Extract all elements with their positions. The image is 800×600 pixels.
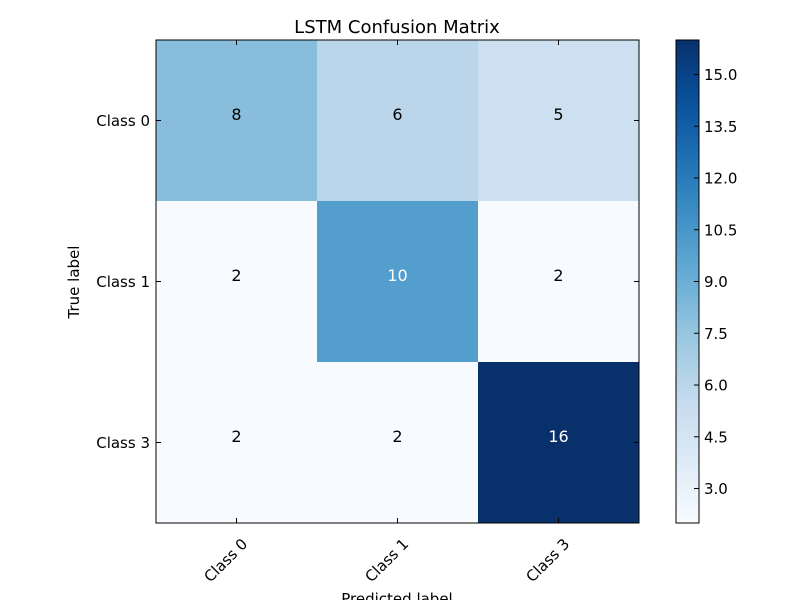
- heatmap-cell: [317, 362, 479, 524]
- heatmap-cell: [478, 40, 640, 202]
- colorbar-ticks: 3.0 4.5 6.0 7.5 9.0 10.5 12.0 13.5 15.0: [694, 66, 737, 498]
- heatmap-cell: [478, 201, 640, 363]
- heatmap-cell: [317, 201, 479, 363]
- heatmap-cell: [156, 201, 318, 363]
- cell-value-label: 16: [548, 427, 568, 446]
- cell-value-label: 2: [392, 427, 402, 446]
- colorbar-tick-label: 15.0: [704, 66, 737, 84]
- y-tick-label: Class 1: [96, 273, 150, 291]
- cell-value-label: 6: [392, 105, 402, 124]
- cell-value-label: 5: [553, 105, 563, 124]
- heatmap-cell: [156, 40, 318, 202]
- colorbar-tick-label: 6.0: [704, 377, 728, 395]
- y-axis-label: True label: [65, 246, 83, 320]
- colorbar-tick-label: 9.0: [704, 273, 728, 291]
- cell-value-label: 2: [553, 266, 563, 285]
- x-axis-label: Predicted label: [341, 590, 452, 600]
- cell-value-label: 8: [231, 105, 241, 124]
- cell-value-label: 2: [231, 427, 241, 446]
- cell-value-label: 10: [387, 266, 407, 285]
- y-tick-label: Class 0: [96, 112, 150, 130]
- colorbar-tick-label: 3.0: [704, 480, 728, 498]
- x-tick-labels: Class 0 Class 1 Class 3: [200, 535, 573, 586]
- y-tick-label: Class 3: [96, 434, 150, 452]
- colorbar-tick-label: 4.5: [704, 428, 728, 446]
- colorbar-tick-label: 12.0: [704, 170, 737, 188]
- x-tick-label: Class 0: [200, 535, 251, 586]
- x-tick-label: Class 1: [361, 535, 412, 586]
- heatmap-cell: [156, 362, 318, 524]
- heatmap-cells: [156, 40, 640, 524]
- cell-value-label: 2: [231, 266, 241, 285]
- x-tick-label: Class 3: [522, 535, 573, 586]
- colorbar-tick-label: 10.5: [704, 221, 737, 239]
- axis-ticks: [156, 40, 639, 523]
- heatmap-cell: [478, 362, 640, 524]
- colorbar-tick-label: 13.5: [704, 118, 737, 136]
- chart-title: LSTM Confusion Matrix: [294, 17, 500, 38]
- heatmap-cell-labels: 8 6 5 2 10 2 2 2 16: [231, 105, 568, 446]
- heatmap-cell: [317, 40, 479, 202]
- colorbar-tick-label: 7.5: [704, 325, 728, 343]
- y-tick-labels: Class 0 Class 1 Class 3: [96, 112, 150, 452]
